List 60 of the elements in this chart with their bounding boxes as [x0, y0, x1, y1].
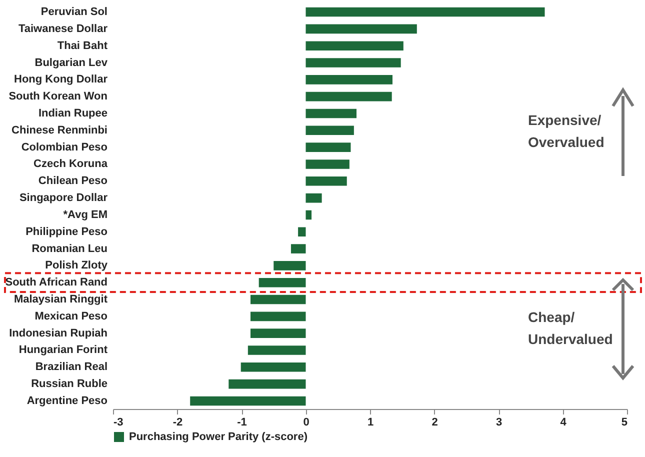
- y-tick-label: Malaysian Ringgit: [14, 294, 108, 306]
- y-tick-label: Brazilian Real: [35, 361, 108, 374]
- y-tick-label: South African Rand: [5, 276, 108, 289]
- y-tick-label: Czech Koruna: [34, 158, 108, 170]
- bar: [306, 75, 392, 84]
- y-tick-label: Chinese Renminbi: [12, 124, 108, 136]
- bar: [306, 7, 545, 17]
- x-tick-label: 2: [432, 416, 438, 428]
- y-tick-label: Indonesian Rupiah: [9, 327, 108, 340]
- bar: [306, 193, 322, 203]
- legend-label: Purchasing Power Parity (z-score): [129, 431, 308, 443]
- bar: [298, 227, 306, 237]
- bar: [306, 41, 404, 51]
- y-tick-label: Romanian Leu: [32, 242, 108, 255]
- bar: [250, 294, 306, 304]
- y-tick-label: Polish Zloty: [45, 260, 108, 272]
- bar: [248, 346, 306, 355]
- bar: [290, 244, 306, 254]
- bar: [306, 160, 350, 169]
- y-tick-label: *Avg EM: [63, 208, 108, 221]
- annotation: Expensive/ Overvalued: [528, 112, 604, 150]
- x-tick-label: -2: [172, 416, 183, 428]
- bar: [250, 312, 306, 322]
- bar: [306, 92, 392, 102]
- y-tick-label: Bulgarian Lev: [34, 56, 108, 69]
- y-tick-label: Philippine Peso: [26, 226, 108, 238]
- y-tick-label: Argentine Peso: [26, 394, 108, 407]
- x-tick-label: -3: [114, 416, 124, 428]
- y-tick-label: Chilean Peso: [38, 175, 108, 188]
- y-tick-label: Thai Baht: [57, 40, 108, 52]
- bar: [228, 379, 306, 389]
- y-tick-label: Russian Ruble: [31, 378, 108, 390]
- bar: [258, 278, 306, 288]
- bar: [240, 362, 306, 372]
- bar: [306, 210, 312, 220]
- y-tick-label: Singapore Dollar: [19, 192, 108, 204]
- y-tick-label: Mexican Peso: [34, 310, 108, 322]
- bar: [306, 108, 357, 118]
- bar: [306, 58, 401, 68]
- x-tick-label: -1: [237, 416, 247, 428]
- bar: [306, 126, 354, 136]
- x-tick-label: 5: [621, 416, 628, 428]
- bar: [190, 396, 306, 406]
- x-tick-label: 1: [367, 416, 374, 428]
- x-tick-label: 3: [496, 416, 502, 428]
- bar: [274, 261, 306, 270]
- bar: [306, 142, 351, 152]
- x-tick-label: 0: [303, 416, 310, 428]
- y-tick-label: Hong Kong Dollar: [14, 74, 108, 86]
- y-tick-label: Peruvian Sol: [40, 6, 108, 18]
- y-tick-label: South Korean Won: [8, 90, 108, 103]
- x-tick-label: 4: [560, 416, 568, 428]
- annotation: Cheap/ Undervalued: [528, 309, 613, 347]
- bar: [250, 328, 306, 338]
- y-tick-label: Taiwanese Dollar: [18, 22, 108, 35]
- y-tick-label: Hungarian Forint: [18, 344, 108, 356]
- bar: [306, 24, 417, 34]
- bar: [306, 176, 347, 186]
- y-tick-label: Indian Rupee: [38, 107, 108, 120]
- y-tick-label: Colombian Peso: [21, 141, 108, 154]
